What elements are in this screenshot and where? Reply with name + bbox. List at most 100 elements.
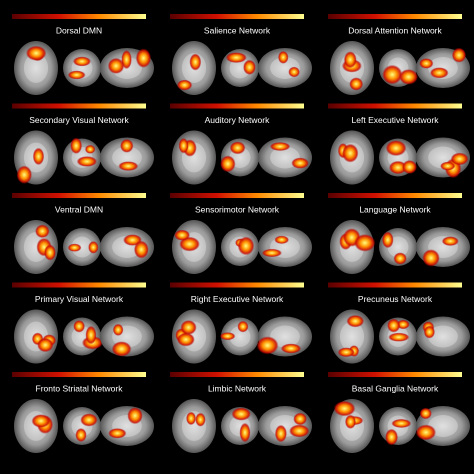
activation-blob bbox=[237, 320, 249, 333]
activation-blob bbox=[385, 428, 399, 446]
activation-blob bbox=[31, 414, 51, 428]
activation-blob bbox=[289, 424, 310, 438]
activation-blob bbox=[381, 231, 394, 249]
panel-title: Fronto Striatal Network bbox=[36, 383, 124, 393]
colorbar bbox=[12, 14, 146, 19]
activation-blob bbox=[180, 320, 197, 335]
activation-blob bbox=[422, 249, 440, 267]
panel: Auditory Network bbox=[170, 103, 312, 185]
activation-blob bbox=[32, 147, 45, 166]
activation-blob bbox=[107, 57, 125, 74]
panel: Salience Network bbox=[170, 14, 312, 95]
activation-blob bbox=[429, 67, 449, 79]
activation-blob bbox=[37, 337, 54, 353]
activation-blob bbox=[393, 252, 407, 265]
panel: Sensorimotor Network bbox=[170, 193, 312, 274]
colorbar bbox=[12, 372, 146, 377]
panel: Limbic Network bbox=[170, 372, 312, 453]
activation-blob bbox=[73, 320, 85, 333]
activation-blob bbox=[120, 138, 134, 153]
activation-blob bbox=[293, 412, 307, 426]
panel-title: Dorsal Attention Network bbox=[348, 25, 442, 35]
activation-blob bbox=[291, 157, 309, 169]
activation-blob bbox=[342, 143, 359, 163]
activation-blob bbox=[35, 224, 50, 239]
colorbar bbox=[12, 193, 146, 198]
panel: Secondary Visual Network bbox=[12, 103, 154, 185]
panel: Ventral DMN bbox=[12, 193, 154, 274]
activation-blob bbox=[88, 241, 99, 254]
activation-blob bbox=[333, 400, 356, 417]
panel: Left Executive Network bbox=[328, 103, 470, 185]
activation-blob bbox=[274, 235, 290, 244]
activation-blob bbox=[67, 70, 86, 80]
activation-blob bbox=[256, 336, 279, 355]
activation-blob bbox=[387, 318, 401, 333]
activation-blob bbox=[133, 240, 149, 259]
panel-title: Left Executive Network bbox=[352, 115, 440, 125]
panel-title: Ventral DMN bbox=[55, 204, 103, 214]
activation-blob bbox=[231, 407, 251, 421]
activation-blob bbox=[229, 141, 246, 155]
activation-blob bbox=[67, 243, 82, 252]
activation-blob bbox=[174, 229, 191, 241]
activation-blob bbox=[451, 47, 467, 63]
panel-title: Precuneus Network bbox=[358, 294, 433, 304]
activation-blob bbox=[118, 161, 139, 171]
activation-blob bbox=[388, 332, 410, 342]
panel-title: Right Executive Network bbox=[191, 294, 284, 304]
activation-blob bbox=[72, 56, 91, 67]
panel-title: Primary Visual Network bbox=[35, 294, 124, 304]
activation-blob bbox=[186, 411, 197, 426]
brain-slice bbox=[258, 48, 312, 88]
colorbar bbox=[328, 282, 462, 288]
activation-blob bbox=[189, 53, 202, 71]
activation-blob bbox=[25, 45, 47, 61]
activation-blob bbox=[111, 341, 132, 357]
panel: Basal Ganglia Network bbox=[328, 372, 470, 453]
panel-title: Limbic Network bbox=[208, 383, 267, 393]
panel: Primary Visual Network bbox=[12, 282, 154, 364]
panel: Dorsal DMN bbox=[12, 14, 154, 95]
activation-blob bbox=[219, 332, 236, 341]
activation-blob bbox=[288, 66, 300, 78]
colorbar bbox=[170, 14, 304, 19]
brain-slice bbox=[330, 220, 374, 274]
panel-title: Salience Network bbox=[204, 25, 271, 35]
panel-title: Dorsal DMN bbox=[56, 25, 102, 35]
panel-title: Basal Ganglia Network bbox=[352, 383, 439, 393]
activation-blob bbox=[237, 236, 255, 256]
activation-blob bbox=[178, 137, 189, 154]
brain-slice bbox=[63, 228, 101, 266]
activation-blob bbox=[225, 52, 247, 64]
activation-blob bbox=[388, 160, 408, 175]
activation-blob bbox=[176, 79, 193, 91]
activation-blob bbox=[76, 156, 98, 167]
activation-blob bbox=[382, 64, 403, 85]
panel: Dorsal Attention Network bbox=[328, 14, 470, 95]
panel-title: Language Network bbox=[359, 204, 431, 214]
activation-blob bbox=[391, 418, 412, 429]
activation-blob bbox=[354, 234, 376, 252]
activation-blob bbox=[399, 69, 419, 85]
activation-blob bbox=[16, 165, 32, 184]
activation-blob bbox=[337, 347, 355, 358]
activation-blob bbox=[112, 323, 124, 336]
activation-blob bbox=[135, 48, 152, 68]
colorbar bbox=[170, 193, 304, 198]
colorbar bbox=[170, 372, 304, 377]
activation-blob bbox=[277, 50, 289, 64]
brain-slice bbox=[14, 41, 58, 95]
activation-blob bbox=[80, 413, 98, 427]
activation-blob bbox=[195, 412, 206, 427]
activation-blob bbox=[220, 155, 236, 173]
brain-slice bbox=[221, 317, 259, 356]
activation-blob bbox=[274, 424, 287, 443]
panel: Precuneus Network bbox=[328, 282, 470, 364]
activation-blob bbox=[176, 332, 195, 347]
panel: Right Executive Network bbox=[170, 282, 312, 364]
panel: Language Network bbox=[328, 193, 470, 274]
activation-blob bbox=[343, 51, 357, 69]
brain-core bbox=[339, 321, 365, 352]
